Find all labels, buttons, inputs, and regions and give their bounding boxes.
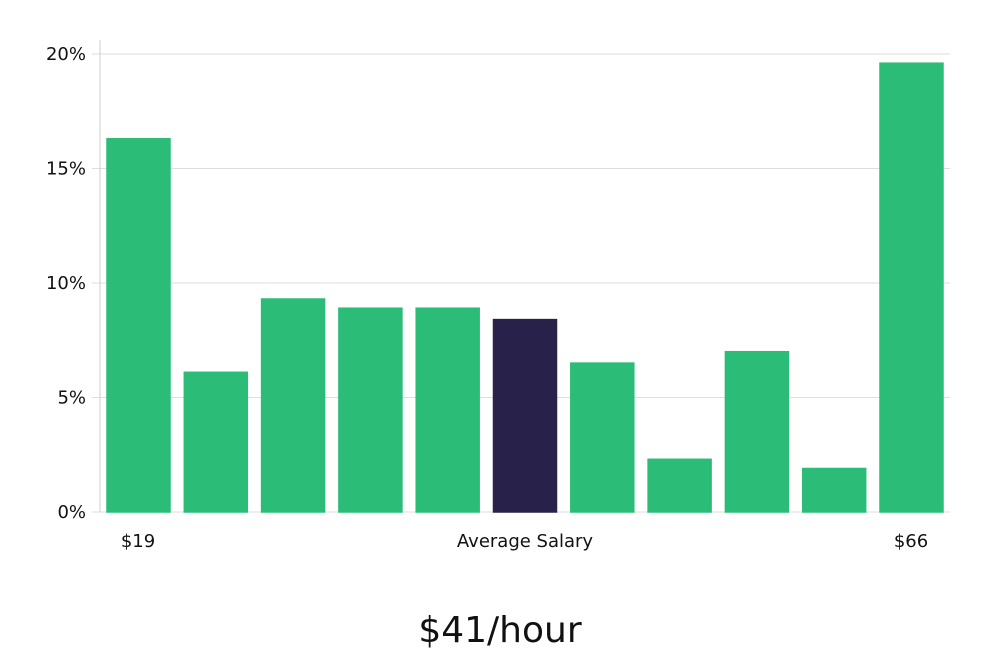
y-tick-label: 10% <box>46 273 86 294</box>
salary-distribution-chart: 0% 5% 10% 15% 20% $19 Average Salary $66 <box>46 40 950 552</box>
y-tick-label: 15% <box>46 159 86 180</box>
tick-labels: 0% 5% 10% 15% 20% <box>46 44 86 523</box>
x-label-min: $19 <box>121 531 155 552</box>
bars <box>106 62 944 513</box>
bar <box>415 307 480 513</box>
y-tick-label: 0% <box>57 502 86 523</box>
y-tick-label: 20% <box>46 44 86 65</box>
bar <box>879 62 944 513</box>
bar <box>647 458 712 513</box>
x-label-average: Average Salary <box>457 531 594 552</box>
bar <box>183 371 249 513</box>
bar <box>801 467 867 513</box>
bar <box>260 298 326 513</box>
average-salary-value: $41/hour <box>418 610 582 651</box>
y-tick-label: 5% <box>57 388 86 409</box>
bar <box>338 307 403 513</box>
bar <box>724 350 790 513</box>
bar <box>570 362 635 513</box>
bar-average-salary <box>492 318 558 513</box>
x-label-max: $66 <box>894 531 928 552</box>
bar <box>106 137 171 513</box>
